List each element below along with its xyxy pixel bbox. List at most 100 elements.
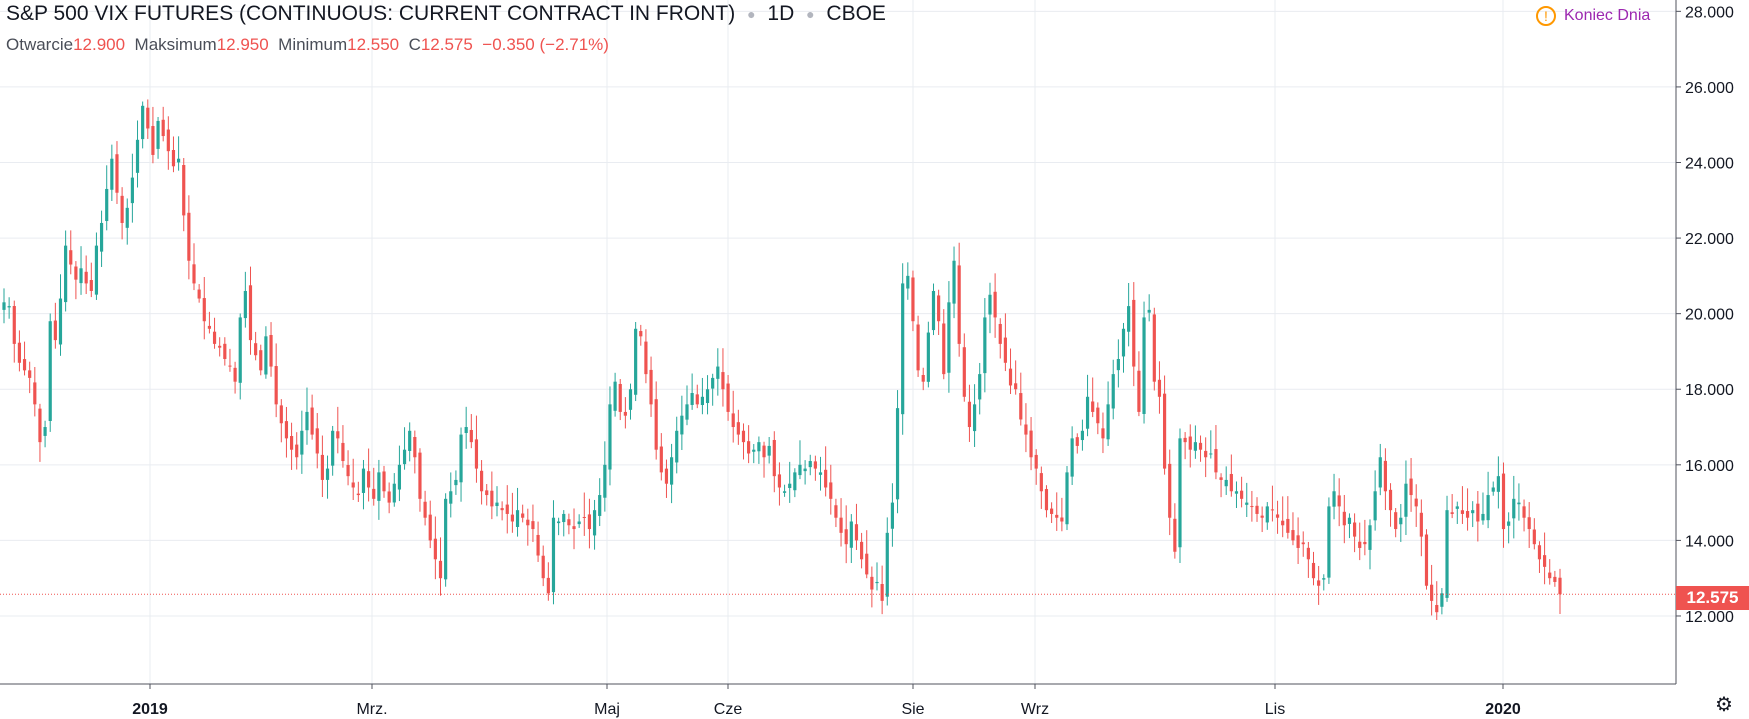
candle-body [7,306,11,308]
candle-body [94,245,99,295]
candle-body [680,415,684,435]
interval-label[interactable]: 1D [767,2,795,25]
candle-body [757,442,761,452]
candle-body [428,514,432,541]
candle-body [1137,370,1141,412]
candle-body [1019,393,1023,420]
candle-body [1060,517,1064,522]
candle-body [931,290,936,331]
candle-body [782,491,787,493]
candle-body [377,472,381,501]
candle-body [829,482,833,499]
candle-body [880,584,884,601]
candle-body [1173,518,1177,552]
candle-body [1265,506,1269,523]
candle-body [479,470,484,492]
candle-body [79,268,83,284]
candle-body [182,165,186,216]
close-value: 12.575 [420,35,473,54]
candle-body [28,370,32,378]
y-tick-label: 20.000 [1685,307,1734,324]
candle-body [957,265,961,344]
candle-body [218,345,222,348]
candle-body [937,295,941,322]
candle-body [777,474,782,488]
candle-body [264,336,268,375]
candle-body [921,374,925,382]
candle-body [1162,393,1167,469]
candle-body [1224,479,1228,487]
candle-body [151,126,155,155]
candle-body [1116,359,1120,371]
candle-body [135,139,140,173]
candle-body [269,335,273,367]
candle-body [110,158,114,190]
y-tick-label: 24.000 [1685,155,1734,172]
candle-body [382,471,386,492]
candle-body [1512,498,1516,519]
candle-body [33,382,37,405]
end-of-day-status[interactable]: ! Koniec Dnia [1536,6,1650,26]
candle-body [978,374,982,400]
candle-body [372,488,376,499]
candle-body [454,479,458,486]
x-tick-label: Maj [594,701,620,718]
candle-body [603,464,607,498]
candle-body [911,277,915,322]
candle-body [1435,604,1439,613]
candle-body [202,298,206,322]
candle-body [1296,535,1300,548]
candle-body [1471,510,1475,514]
candle-body [808,461,812,468]
candle-body [408,430,412,451]
candle-body [1291,530,1295,541]
candle-body [1044,489,1049,511]
candle-body [1399,517,1403,525]
candle-body [1193,442,1197,451]
candle-body [865,553,869,575]
candle-body [171,150,176,167]
candle-body [192,264,196,284]
candle-body [798,464,802,476]
candle-body [120,195,124,223]
exchange-label: CBOE [826,2,886,25]
candle-body [1522,506,1526,518]
candle-body [1039,473,1043,492]
candle-body [325,468,330,480]
candle-body [130,177,134,204]
grid-lines [0,0,1676,684]
candle-body [634,328,638,395]
candle-body [1260,515,1264,518]
candle-body [17,342,21,363]
candle-body [962,347,966,397]
gear-icon[interactable]: ⚙ [1715,694,1733,716]
symbol-title[interactable]: S&P 500 VIX FUTURES (CONTINUOUS: CURRENT… [6,2,736,25]
candle-body [43,427,47,436]
candle-body [947,302,951,373]
candle-body [1306,547,1310,560]
candle-body [1445,510,1449,598]
chart-title-legend: S&P 500 VIX FUTURES (CONTINUOUS: CURRENT… [6,2,886,25]
open-label: Otwarcie [6,35,74,54]
candle-body [1085,396,1090,429]
candle-body [1147,309,1151,313]
low-label: Minimum [278,35,348,54]
candle-body [1198,442,1203,450]
candle-body [459,434,463,483]
candle-body [582,516,586,518]
candle-body [1250,506,1254,508]
candle-body [12,306,16,344]
candle-body [1476,503,1480,522]
candle-body [1532,529,1536,545]
candle-body [259,350,263,371]
high-value: 12.950 [216,35,269,54]
candle-body [813,461,817,469]
candle-body [536,534,540,556]
candle-body [228,365,232,367]
candle-body [1311,562,1316,579]
candle-body [361,468,366,493]
candle-body [901,283,905,415]
candle-body [551,517,556,593]
x-tick-label: Sie [901,701,924,718]
